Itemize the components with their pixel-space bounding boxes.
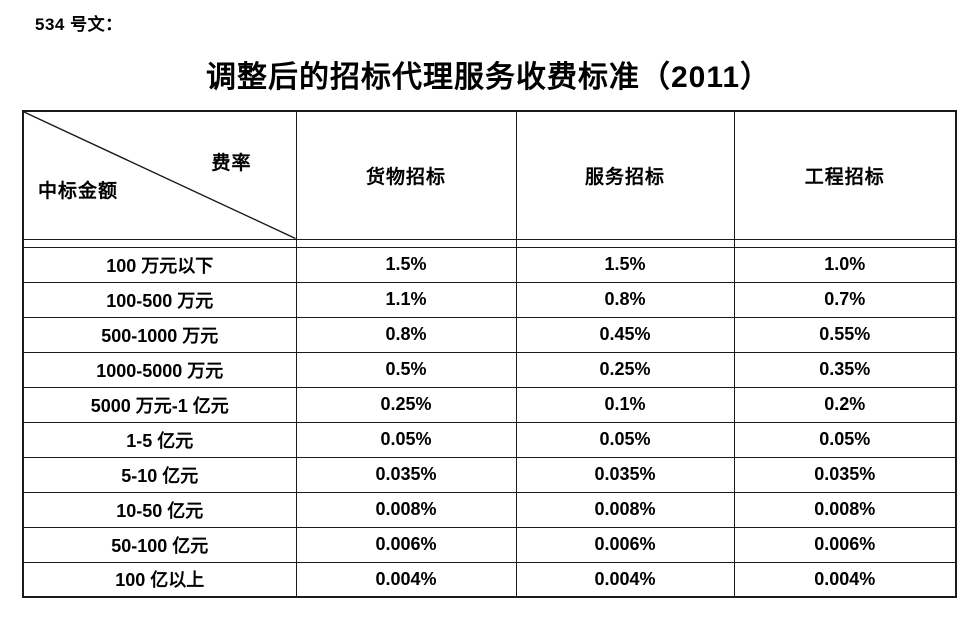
table-row: 500-1000 万元 0.8% 0.45% 0.55%	[22, 316, 957, 353]
row-label: 100 亿以上	[22, 561, 297, 598]
row-label: 5000 万元-1 亿元	[22, 386, 297, 423]
spacer-cell	[295, 238, 517, 248]
table-row: 1000-5000 万元 0.5% 0.25% 0.35%	[22, 351, 957, 388]
fee-table-head: 费率 中标金额 货物招标 服务招标 工程招标	[22, 110, 957, 248]
row-label: 100-500 万元	[22, 281, 297, 318]
spacer-cell	[733, 238, 957, 248]
fee-value: 0.45%	[515, 316, 735, 353]
fee-value: 0.004%	[733, 561, 957, 598]
fee-table: 费率 中标金额 货物招标 服务招标 工程招标 100 万元以下 1.5% 1.5% 1…	[22, 110, 957, 598]
column-header-engineering: 工程招标	[733, 110, 957, 240]
fee-value: 0.35%	[733, 351, 957, 388]
fee-value: 0.7%	[733, 281, 957, 318]
fee-value: 0.008%	[295, 491, 517, 528]
fee-value: 1.0%	[733, 246, 957, 283]
fee-value: 0.008%	[515, 491, 735, 528]
fee-value: 0.55%	[733, 316, 957, 353]
fee-value: 0.05%	[515, 421, 735, 458]
table-row: 100 万元以下 1.5% 1.5% 1.0%	[22, 246, 957, 283]
corner-cell: 费率 中标金额	[22, 110, 297, 240]
fee-value: 0.25%	[295, 386, 517, 423]
doc-number: 534 号文：	[35, 15, 123, 34]
diagonal-line	[24, 112, 296, 239]
fee-value: 0.006%	[295, 526, 517, 563]
table-row: 10-50 亿元 0.008% 0.008% 0.008%	[22, 491, 957, 528]
row-label: 1000-5000 万元	[22, 351, 297, 388]
fee-value: 0.035%	[295, 456, 517, 493]
column-header-goods: 货物招标	[295, 110, 517, 240]
spacer-cell	[515, 238, 735, 248]
spacer-row	[22, 238, 957, 248]
table-row: 5-10 亿元 0.035% 0.035% 0.035%	[22, 456, 957, 493]
header-row: 费率 中标金额 货物招标 服务招标 工程招标	[22, 110, 957, 240]
table-row: 5000 万元-1 亿元 0.25% 0.1% 0.2%	[22, 386, 957, 423]
row-label: 500-1000 万元	[22, 316, 297, 353]
fee-value: 0.008%	[733, 491, 957, 528]
fee-value: 0.05%	[295, 421, 517, 458]
row-label: 50-100 亿元	[22, 526, 297, 563]
fee-value: 0.006%	[515, 526, 735, 563]
column-header-services: 服务招标	[515, 110, 735, 240]
corner-label-rate: 费率	[211, 153, 252, 174]
row-label: 100 万元以下	[22, 246, 297, 283]
fee-value: 1.1%	[295, 281, 517, 318]
fee-value: 0.035%	[515, 456, 735, 493]
row-label: 1-5 亿元	[22, 421, 297, 458]
fee-value: 0.05%	[733, 421, 957, 458]
fee-value: 0.25%	[515, 351, 735, 388]
fee-value: 0.8%	[515, 281, 735, 318]
table-row: 100 亿以上 0.004% 0.004% 0.004%	[22, 561, 957, 598]
fee-value: 0.006%	[733, 526, 957, 563]
fee-value: 1.5%	[515, 246, 735, 283]
fee-value: 0.004%	[295, 561, 517, 598]
fee-value: 0.1%	[515, 386, 735, 423]
row-label: 10-50 亿元	[22, 491, 297, 528]
fee-value: 0.5%	[295, 351, 517, 388]
fee-value: 1.5%	[295, 246, 517, 283]
corner-label-amount: 中标金额	[38, 180, 119, 202]
table-row: 100-500 万元 1.1% 0.8% 0.7%	[22, 281, 957, 318]
fee-table-body: 100 万元以下 1.5% 1.5% 1.0% 100-500 万元 1.1% 0.8% 0.…	[22, 246, 957, 598]
table-row: 50-100 亿元 0.006% 0.006% 0.006%	[22, 526, 957, 563]
page-title: 调整后的招标代理服务收费标准（2011）	[205, 61, 772, 94]
row-label: 5-10 亿元	[22, 456, 297, 493]
table-row: 1-5 亿元 0.05% 0.05% 0.05%	[22, 421, 957, 458]
fee-value: 0.8%	[295, 316, 517, 353]
spacer-cell	[22, 238, 297, 248]
fee-value: 0.035%	[733, 456, 957, 493]
fee-value: 0.2%	[733, 386, 957, 423]
fee-value: 0.004%	[515, 561, 735, 598]
